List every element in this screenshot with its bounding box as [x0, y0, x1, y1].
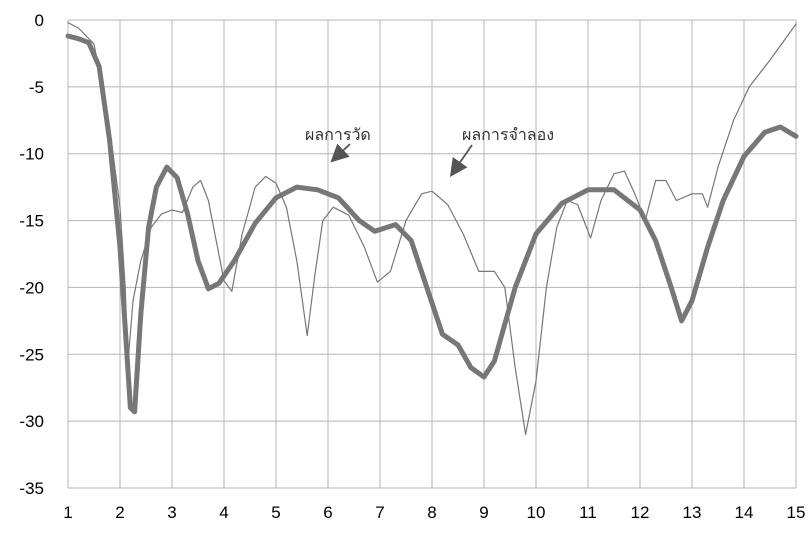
- x-tick-label: 4: [219, 503, 228, 522]
- x-tick-label: 12: [631, 503, 650, 522]
- x-tick-label: 3: [167, 503, 176, 522]
- x-tick-label: 1: [63, 503, 72, 522]
- y-tick-label: -5: [29, 78, 44, 97]
- axis-labels: 1 2 3 4 5 6 7 8 9 10 11 12 13 14 150-5-10-15-20-25-30-…: [19, 11, 805, 522]
- annotation-arrow-measured: [330, 143, 351, 163]
- grid-lines: [67, 19, 797, 489]
- series-layer: [65, 22, 799, 436]
- x-tick-label: 2: [115, 503, 124, 522]
- x-tick-label: 7: [375, 503, 384, 522]
- y-tick-label: 0: [35, 11, 44, 30]
- x-tick-label: 13: [683, 503, 702, 522]
- x-tick-label: 10: [527, 503, 546, 522]
- y-tick-label: -10: [19, 145, 44, 164]
- annotation-arrow-simulated: [449, 144, 473, 177]
- series-line-simulated: [67, 22, 797, 436]
- x-tick-label: 11: [579, 503, 597, 522]
- y-tick-label: -15: [19, 212, 44, 231]
- annotation-simulated: ผลการจำลอง: [462, 125, 554, 144]
- x-tick-label: 15: [787, 503, 806, 522]
- annotations: ผลการวัด ผลการจำลอง: [305, 125, 554, 177]
- y-tick-label: -30: [19, 412, 44, 431]
- x-tick-label: 6: [323, 503, 332, 522]
- annotation-measured: ผลการวัด: [305, 125, 371, 144]
- x-tick-label: 8: [427, 503, 436, 522]
- x-tick-label: 5: [271, 503, 280, 522]
- y-tick-label: -35: [19, 479, 44, 498]
- x-tick-label: 9: [479, 503, 488, 522]
- y-tick-label: -20: [19, 278, 44, 297]
- x-tick-label: 14: [735, 503, 754, 522]
- y-tick-label: -25: [19, 345, 44, 364]
- series-line-measured: [65, 33, 799, 415]
